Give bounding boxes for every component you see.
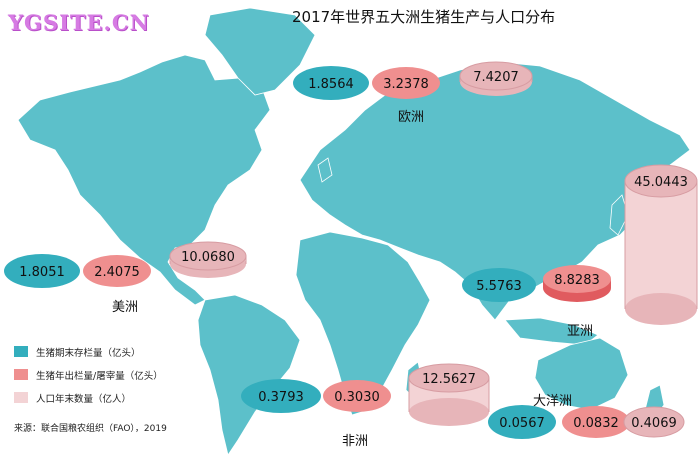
greenland-shape <box>204 7 316 96</box>
stock-value-africa: 0.3793 <box>258 390 304 405</box>
legend-item-stock: 生猪期末存栏量（亿头） <box>14 340 163 363</box>
watermark-logo: YGSITE.CN <box>8 10 150 35</box>
population-marker-africa <box>408 363 490 393</box>
region-label-americas: 美洲 <box>112 300 139 315</box>
population-cylinder-edges-asia <box>624 181 698 309</box>
legend-swatch-stock <box>14 346 28 357</box>
japan-shape <box>609 194 629 236</box>
north-america-shape <box>17 54 271 306</box>
population-cylinder-base-asia <box>625 293 697 325</box>
africa-shape <box>295 231 431 416</box>
stock-marker-africa <box>241 379 321 413</box>
chart-markers: 1.8564 3.2378 7.4207 1.8051 2.4075 10.0680 5.5… <box>4 61 698 439</box>
slaughter-value-africa: 0.3030 <box>334 390 380 405</box>
population-value-asia: 45.0443 <box>634 175 688 190</box>
legend-item-population: 人口年末数量（亿人） <box>14 386 163 409</box>
slaughter-marker-oceania <box>562 406 630 438</box>
population-marker-americas <box>169 241 247 271</box>
population-cylinder-base-africa <box>409 398 489 426</box>
population-cylinder-side-asia <box>625 181 697 309</box>
slaughter-marker-africa <box>323 380 391 412</box>
stock-marker-asia <box>462 268 536 302</box>
australia-shape <box>534 337 629 411</box>
population-cylinder-edges-africa <box>408 378 490 412</box>
region-label-africa: 非洲 <box>342 434 369 449</box>
stock-marker-americas <box>4 254 80 288</box>
source-note: 来源：联合国粮农组织（FAO），2019 <box>14 424 167 434</box>
continent-shapes <box>17 7 691 456</box>
slaughter-value-asia: 8.8283 <box>554 273 600 288</box>
chart-title: 2017年世界五大洲生猪生产与人口分布 <box>292 8 556 26</box>
legend-item-slaughter: 生猪年出栏量/屠宰量（亿头） <box>14 363 163 386</box>
slaughter-value-oceania: 0.0832 <box>573 416 619 431</box>
stock-value-asia: 5.5763 <box>476 279 522 294</box>
legend-label-stock: 生猪期末存栏量（亿头） <box>36 347 141 359</box>
legend-swatch-population <box>14 392 28 403</box>
slaughter-value-americas: 2.4075 <box>94 265 140 280</box>
population-marker-europe <box>459 61 533 91</box>
stock-marker-europe <box>293 66 369 100</box>
legend: 生猪期末存栏量（亿头） 生猪年出栏量/屠宰量（亿头） 人口年末数量（亿人） <box>14 340 163 409</box>
stock-marker-oceania <box>488 405 556 439</box>
stock-value-americas: 1.8051 <box>19 265 65 280</box>
legend-label-slaughter: 生猪年出栏量/屠宰量（亿头） <box>36 370 163 382</box>
slaughter-value-europe: 3.2378 <box>383 77 429 92</box>
stock-value-oceania: 0.0567 <box>499 416 545 431</box>
slaughter-marker-europe <box>372 67 440 99</box>
uk-shape <box>317 157 333 183</box>
population-marker-asia <box>624 164 698 198</box>
region-label-oceania: 大洋洲 <box>533 394 573 409</box>
slaughter-marker-asia <box>543 265 611 293</box>
legend-swatch-slaughter <box>14 369 28 380</box>
stock-value-europe: 1.8564 <box>308 77 354 92</box>
region-label-europe: 欧洲 <box>398 110 425 125</box>
legend-label-population: 人口年末数量（亿人） <box>36 393 132 405</box>
slaughter-marker-americas <box>83 255 151 287</box>
south-america-shape <box>197 294 301 456</box>
population-marker-oceania <box>623 406 685 438</box>
region-label-asia: 亚洲 <box>567 324 594 339</box>
population-value-africa: 12.5627 <box>422 372 476 387</box>
population-value-americas: 10.0680 <box>181 250 235 265</box>
population-value-oceania: 0.4069 <box>631 416 677 431</box>
population-value-europe: 7.4207 <box>473 70 519 85</box>
